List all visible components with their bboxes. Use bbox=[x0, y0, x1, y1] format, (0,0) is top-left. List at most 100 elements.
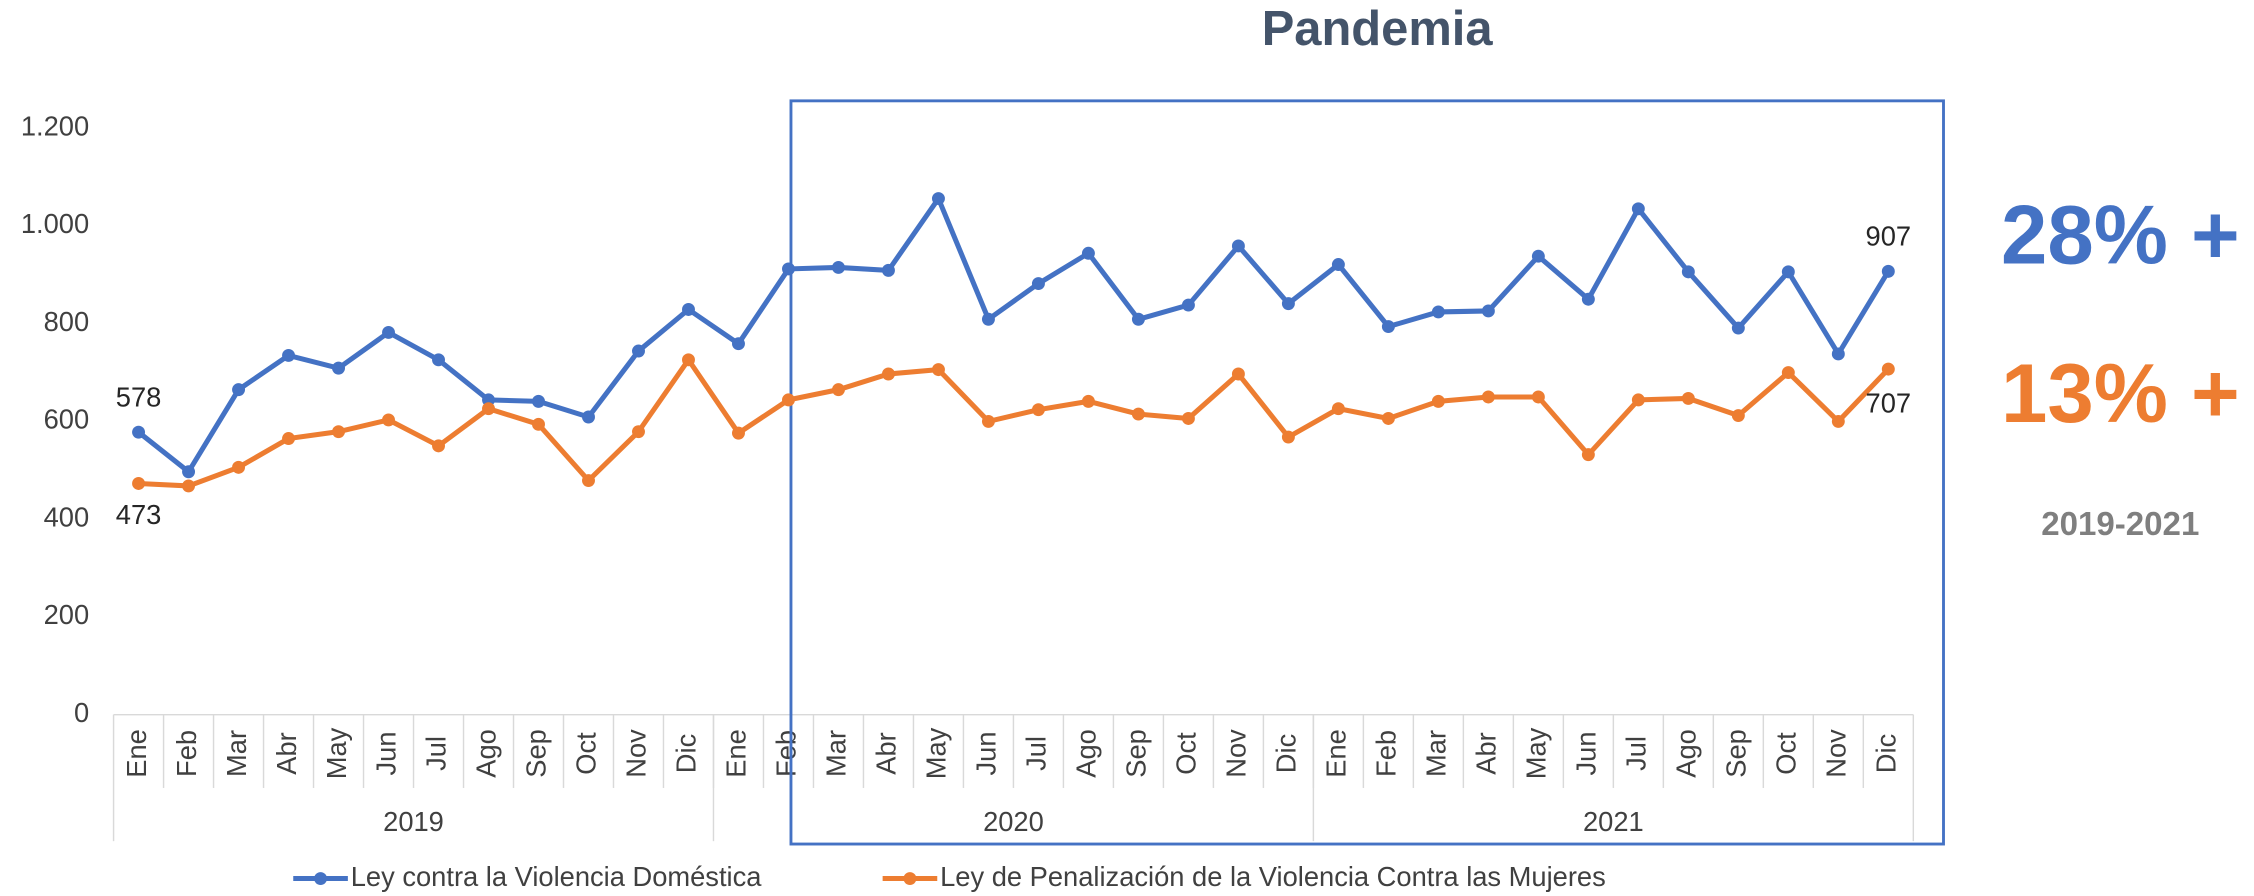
x-tick-label: May bbox=[321, 727, 352, 779]
marker bbox=[682, 353, 695, 367]
marker bbox=[881, 367, 895, 381]
marker bbox=[1781, 366, 1795, 379]
marker bbox=[432, 353, 445, 367]
x-tick-label: Nov bbox=[1821, 729, 1852, 778]
y-tick-label: 1.000 bbox=[21, 208, 89, 239]
marker bbox=[1181, 412, 1195, 425]
x-tick-label: Sep bbox=[1121, 729, 1152, 778]
x-tick-label: Nov bbox=[1221, 729, 1252, 778]
marker bbox=[1581, 448, 1595, 462]
marker bbox=[1081, 394, 1095, 408]
data-label: 473 bbox=[116, 499, 162, 530]
y-tick-label: 600 bbox=[44, 404, 90, 435]
x-tick-label: Ene bbox=[121, 729, 152, 778]
marker bbox=[981, 414, 995, 428]
legend-label: Ley contra la Violencia Doméstica bbox=[351, 861, 762, 892]
marker bbox=[1631, 202, 1645, 216]
highlight-label: Pandemia bbox=[1262, 2, 1494, 56]
marker bbox=[1381, 412, 1395, 425]
x-tick-label: Abr bbox=[871, 732, 902, 774]
x-tick-label: Oct bbox=[1171, 732, 1202, 775]
y-tick-label: 1.200 bbox=[21, 110, 89, 141]
marker bbox=[931, 363, 945, 377]
x-tick-label: Dic bbox=[671, 734, 702, 773]
marker bbox=[1281, 430, 1295, 444]
marker bbox=[332, 361, 345, 375]
marker bbox=[1831, 414, 1845, 428]
x-tick-label: Jul bbox=[1621, 736, 1652, 771]
legend-marker bbox=[314, 872, 328, 885]
marker bbox=[232, 383, 246, 397]
marker bbox=[532, 394, 545, 408]
x-tick-label: Jul bbox=[1021, 736, 1052, 771]
annotation: 13% + bbox=[2001, 347, 2240, 440]
marker bbox=[532, 417, 545, 431]
marker bbox=[432, 439, 445, 453]
group-label: 2021 bbox=[1583, 806, 1644, 837]
x-tick-label: Oct bbox=[1771, 732, 1802, 775]
marker bbox=[831, 260, 845, 274]
marker bbox=[1081, 246, 1095, 260]
x-tick-label: Jun bbox=[1571, 731, 1602, 775]
marker bbox=[282, 432, 296, 445]
marker bbox=[881, 263, 895, 277]
marker bbox=[1281, 297, 1295, 311]
marker bbox=[682, 303, 695, 316]
x-tick-label: Sep bbox=[1721, 729, 1752, 778]
marker bbox=[1381, 320, 1395, 334]
y-tick-label: 200 bbox=[44, 599, 90, 630]
marker bbox=[782, 262, 795, 276]
marker bbox=[132, 477, 146, 490]
x-tick-label: Abr bbox=[1471, 732, 1502, 774]
marker bbox=[132, 425, 146, 439]
marker bbox=[1031, 277, 1045, 291]
marker bbox=[332, 425, 345, 439]
data-label: 907 bbox=[1866, 221, 1912, 252]
marker bbox=[1331, 402, 1345, 416]
x-tick-label: Dic bbox=[1271, 734, 1302, 773]
x-tick-label: Mar bbox=[1421, 730, 1452, 777]
x-tick-label: Abr bbox=[271, 732, 302, 774]
x-tick-label: Feb bbox=[771, 730, 802, 777]
x-tick-label: Ene bbox=[1321, 729, 1352, 778]
marker bbox=[831, 383, 845, 397]
marker bbox=[632, 344, 645, 358]
marker bbox=[732, 337, 745, 351]
marker bbox=[232, 460, 246, 474]
x-tick-label: Jun bbox=[971, 731, 1002, 775]
x-tick-label: Mar bbox=[221, 730, 252, 777]
marker bbox=[1431, 394, 1445, 408]
marker bbox=[282, 348, 296, 362]
marker bbox=[582, 410, 595, 424]
marker bbox=[482, 402, 495, 416]
marker bbox=[1731, 409, 1745, 423]
marker bbox=[1781, 265, 1795, 279]
group-label: 2020 bbox=[983, 806, 1044, 837]
series-line bbox=[136, 193, 1891, 476]
marker bbox=[1031, 403, 1045, 417]
y-tick-label: 400 bbox=[44, 501, 90, 532]
x-tick-label: Mar bbox=[821, 730, 852, 777]
marker bbox=[1631, 393, 1645, 407]
x-tick-label: Dic bbox=[1871, 734, 1902, 773]
x-tick-label: Ene bbox=[721, 729, 752, 778]
x-tick-label: May bbox=[921, 727, 952, 779]
x-tick-label: Jun bbox=[371, 731, 402, 775]
marker bbox=[1881, 264, 1895, 278]
x-tick-label: Ago bbox=[471, 729, 502, 778]
marker bbox=[182, 479, 196, 493]
marker bbox=[1181, 298, 1195, 312]
group-label: 2019 bbox=[383, 806, 444, 837]
x-tick-label: Jul bbox=[421, 736, 452, 771]
data-label: 707 bbox=[1866, 387, 1912, 418]
x-tick-label: Ago bbox=[1071, 729, 1102, 778]
x-tick-label: Feb bbox=[1371, 730, 1402, 777]
x-tick-label: May bbox=[1521, 727, 1552, 779]
y-tick-label: 800 bbox=[44, 306, 90, 337]
x-tick-label: Feb bbox=[171, 730, 202, 777]
marker bbox=[1681, 391, 1695, 405]
marker bbox=[1581, 292, 1595, 306]
annotation: 2019-2021 bbox=[2041, 506, 2199, 543]
series-line bbox=[138, 355, 1891, 489]
